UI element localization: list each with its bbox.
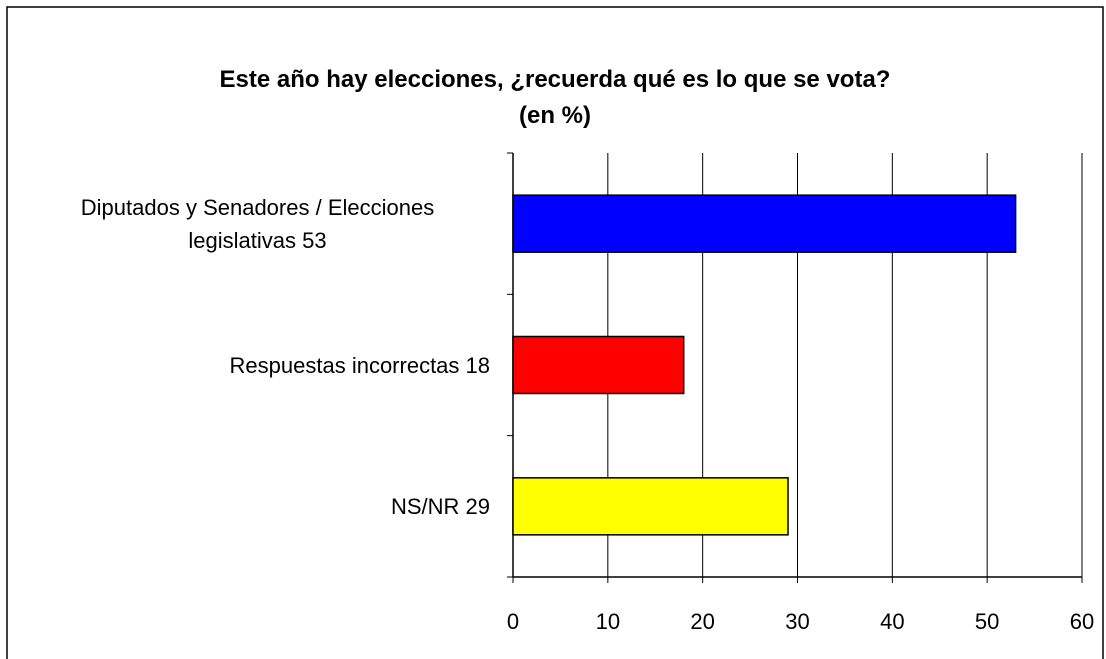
y-tick-label: Diputados y Senadores / Elecciones legis… [80,194,435,253]
bar [512,477,789,536]
category-label-box: Diputados y Senadores / Elecciones legis… [25,184,490,264]
chart-title: Este año hay elecciones, ¿recuerda qué e… [219,66,891,93]
x-tick-label: 10 [596,609,620,634]
category-label-box: Respuestas incorrectas 18 [230,325,490,405]
chart-subtitle: (en %) [519,102,591,129]
x-tick-label: 40 [880,609,904,634]
y-tick-label: Respuestas incorrectas 18 [229,352,490,378]
frame [6,6,1104,659]
x-tick-label: 0 [507,609,519,634]
x-tick-label: 20 [690,609,714,634]
y-tick-label: NS/NR 29 [390,493,490,519]
x-tick-label: 60 [1070,609,1094,634]
x-tick-label: 30 [785,609,809,634]
category-label-box: NS/NR 29 [391,466,490,546]
bar [512,194,1017,253]
x-tick-label: 50 [975,609,999,634]
bar [512,335,685,395]
